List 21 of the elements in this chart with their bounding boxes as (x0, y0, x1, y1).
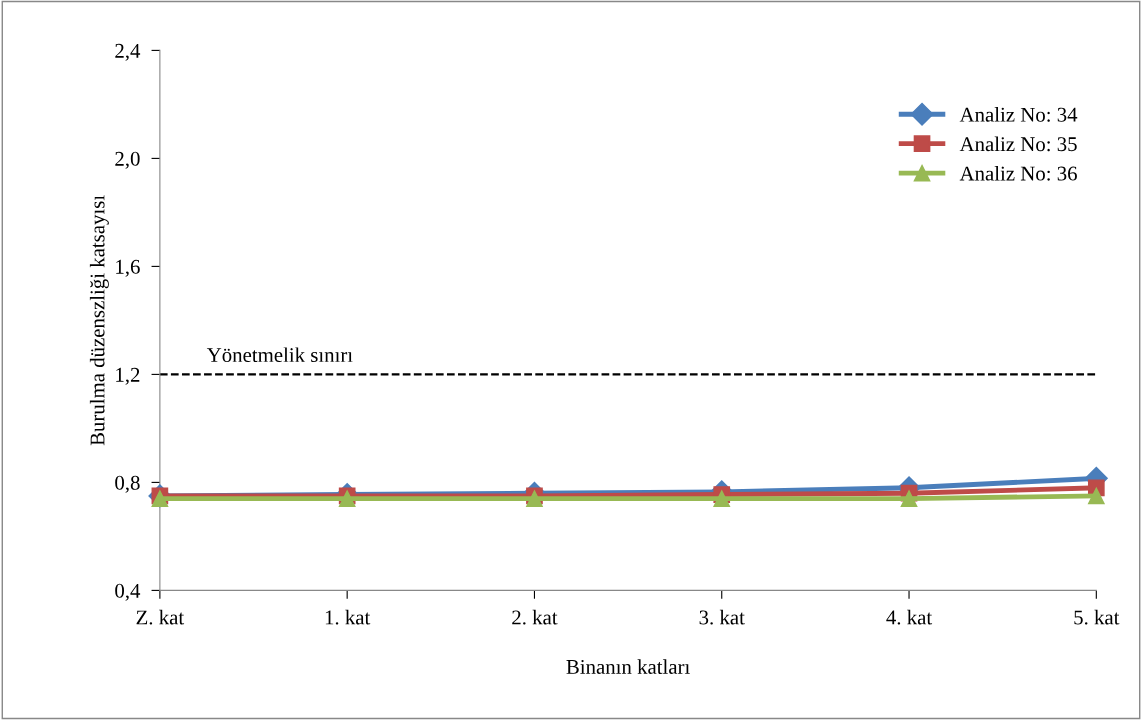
y-tick-label: 1,2 (116, 367, 140, 385)
x-axis-title: Binanın katları (566, 659, 690, 674)
y-tick-label: 2,4 (115, 43, 141, 61)
legend-label: Analiz No: 36 (959, 165, 1077, 181)
x-tick-label: 1. kat (325, 609, 371, 625)
y-tick-label: 1,6 (116, 259, 140, 277)
x-tick-label: 4. kat (886, 609, 933, 625)
y-axis-title: Burulma düzenszliği katsayısı (89, 195, 109, 446)
point (900, 490, 918, 507)
y-tick-label: 0,4 (115, 583, 141, 601)
x-tick-label: Z. kat (136, 609, 185, 625)
x-tick-label: 3. kat (699, 609, 745, 625)
point (713, 490, 731, 507)
ref-line-label: Yönetmelik sınırı (206, 347, 353, 363)
x-tick-label: 5. kat (1074, 609, 1120, 625)
legend-label: Analiz No: 34 (959, 107, 1078, 122)
x-tick-label: 2. kat (512, 609, 558, 625)
legend-label: Analiz No: 35 (959, 136, 1077, 152)
point (1087, 487, 1105, 505)
y-tick-label: 0,8 (115, 475, 140, 493)
y-tick-label: 2,0 (115, 151, 140, 169)
